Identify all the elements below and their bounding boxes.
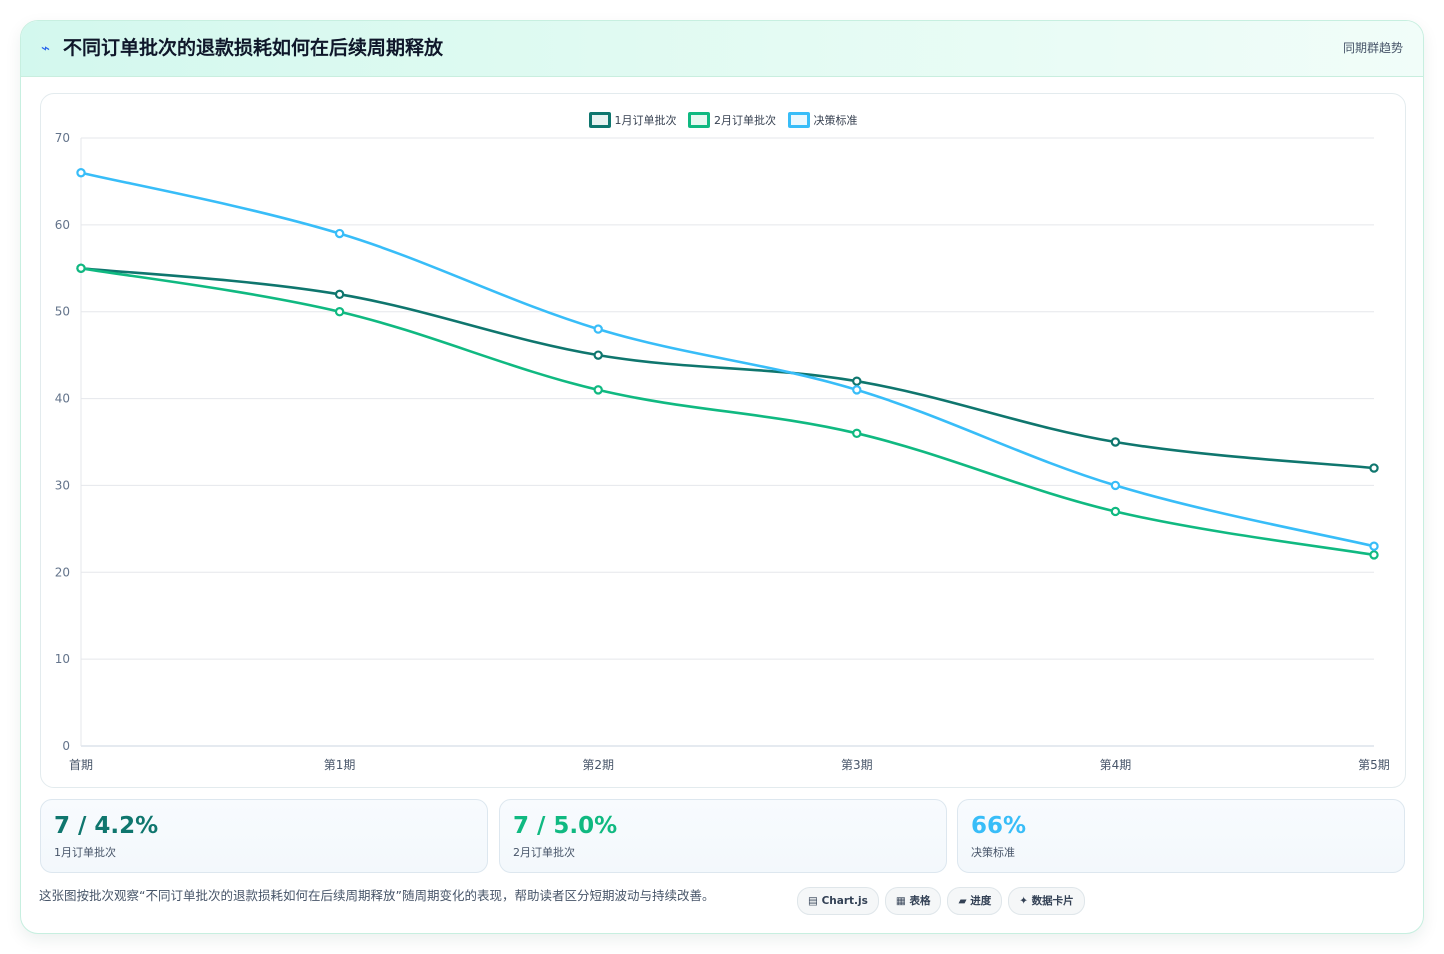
legend-label: 决策标准	[813, 114, 858, 127]
chip-data-card[interactable]: ✦ 数据卡片	[1008, 887, 1085, 915]
table-icon: ▦	[895, 895, 906, 907]
x-tick-label: 首期	[69, 758, 93, 772]
legend-swatch-series-0	[588, 112, 611, 128]
series-line-0	[80, 266, 1375, 470]
x-tick-label: 第3期	[841, 758, 873, 772]
feature-chips: ▤ Chart.js ▦ 表格 ▰ 进度 ✦ 数据卡片	[797, 887, 1091, 915]
data-point-series-0	[593, 350, 603, 360]
chart-description: 这张图按批次观察“不同订单批次的退款损耗如何在后续周期释放”随周期变化的表现，帮…	[39, 888, 715, 903]
pulse-icon: ⌁	[41, 39, 51, 57]
kpi-card-jan-batch: 7 / 4.2% 1月订单批次	[40, 799, 488, 873]
data-point-series-0	[852, 376, 862, 386]
data-point-series-2	[76, 168, 86, 178]
legend-label: 2月订单批次	[714, 114, 776, 127]
data-point-series-1	[334, 307, 345, 317]
data-point-series-0	[1110, 437, 1121, 447]
data-point-series-2	[334, 228, 345, 239]
y-tick-label: 30	[55, 478, 70, 492]
y-tick-label: 60	[55, 218, 70, 232]
dashboard-card: ⌁ 不同订单批次的退款损耗如何在后续周期释放 同期群趋势 1月订单批次 2月订单…	[20, 20, 1424, 934]
y-tick-label: 50	[55, 305, 70, 319]
kpi-value: 7 / 4.2%	[54, 813, 159, 839]
kpi-label: 1月订单批次	[54, 846, 116, 859]
kpi-label: 2月订单批次	[513, 846, 575, 859]
data-point-series-0	[334, 289, 345, 300]
y-tick-label: 0	[62, 739, 70, 753]
chip-label: 数据卡片	[1031, 895, 1074, 907]
legend-item-series-0[interactable]: 1月订单批次	[588, 112, 677, 128]
kpi-card-feb-batch: 7 / 5.0% 2月订单批次	[499, 799, 947, 873]
data-point-series-1	[593, 385, 603, 395]
chip-table[interactable]: ▦ 表格	[884, 887, 942, 915]
y-tick-label: 70	[55, 131, 70, 145]
data-point-series-1	[76, 263, 86, 273]
chip-label: 进度	[970, 895, 992, 907]
series-line-2	[80, 171, 1375, 548]
x-tick-label: 第5期	[1358, 758, 1390, 772]
y-tick-label: 40	[55, 392, 70, 406]
legend-swatch-series-2	[787, 112, 810, 128]
progress-icon: ▰	[958, 895, 967, 907]
legend-swatch-series-1	[688, 112, 710, 128]
chip-label: 表格	[909, 895, 931, 907]
data-point-series-1	[852, 428, 862, 439]
chip-chartjs[interactable]: ▤ Chart.js	[797, 887, 879, 915]
kpi-value: 66%	[971, 813, 1027, 839]
data-point-series-2	[1369, 541, 1379, 551]
kpi-value: 7 / 5.0%	[513, 813, 618, 839]
data-point-series-1	[1369, 550, 1379, 560]
data-point-series-2	[593, 324, 603, 334]
data-point-series-0	[1369, 463, 1379, 473]
chip-label: Chart.js	[821, 895, 868, 907]
x-tick-label: 第2期	[582, 758, 614, 772]
card-header: ⌁ 不同订单批次的退款损耗如何在后续周期释放 同期群趋势	[21, 21, 1423, 77]
series-line-1	[80, 267, 1375, 557]
chart-icon: ▤	[808, 895, 818, 907]
legend-item-series-2[interactable]: 决策标准	[787, 112, 858, 128]
header-tag: 同期群趋势	[1342, 41, 1403, 55]
line-chart: 1月订单批次 2月订单批次 决策标准 0 10 20 30 40 50 60 70 首期 第1期 第…	[40, 93, 1406, 788]
chip-progress[interactable]: ▰ 进度	[947, 887, 1003, 915]
data-point-series-1	[1110, 506, 1121, 517]
kpi-card-decision-standard: 66% 决策标准	[957, 799, 1405, 873]
data-point-series-2	[852, 385, 862, 395]
y-tick-label: 10	[55, 652, 70, 666]
x-tick-label: 第1期	[324, 758, 356, 772]
chart-legend: 1月订单批次 2月订单批次 决策标准	[41, 112, 1405, 128]
kpi-label: 决策标准	[971, 846, 1015, 859]
x-tick-label: 第4期	[1100, 758, 1132, 772]
chart-plot-area: 0 10 20 30 40 50 60 70 首期 第1期 第2期 第3期 第4期 第5期	[55, 131, 1390, 772]
legend-label: 1月订单批次	[614, 114, 677, 127]
data-point-series-2	[1110, 480, 1121, 491]
page-title: 不同订单批次的退款损耗如何在后续周期释放	[63, 37, 444, 59]
legend-item-series-1[interactable]: 2月订单批次	[688, 112, 776, 128]
y-tick-label: 20	[55, 565, 70, 579]
sparkle-icon: ✦	[1019, 895, 1029, 907]
